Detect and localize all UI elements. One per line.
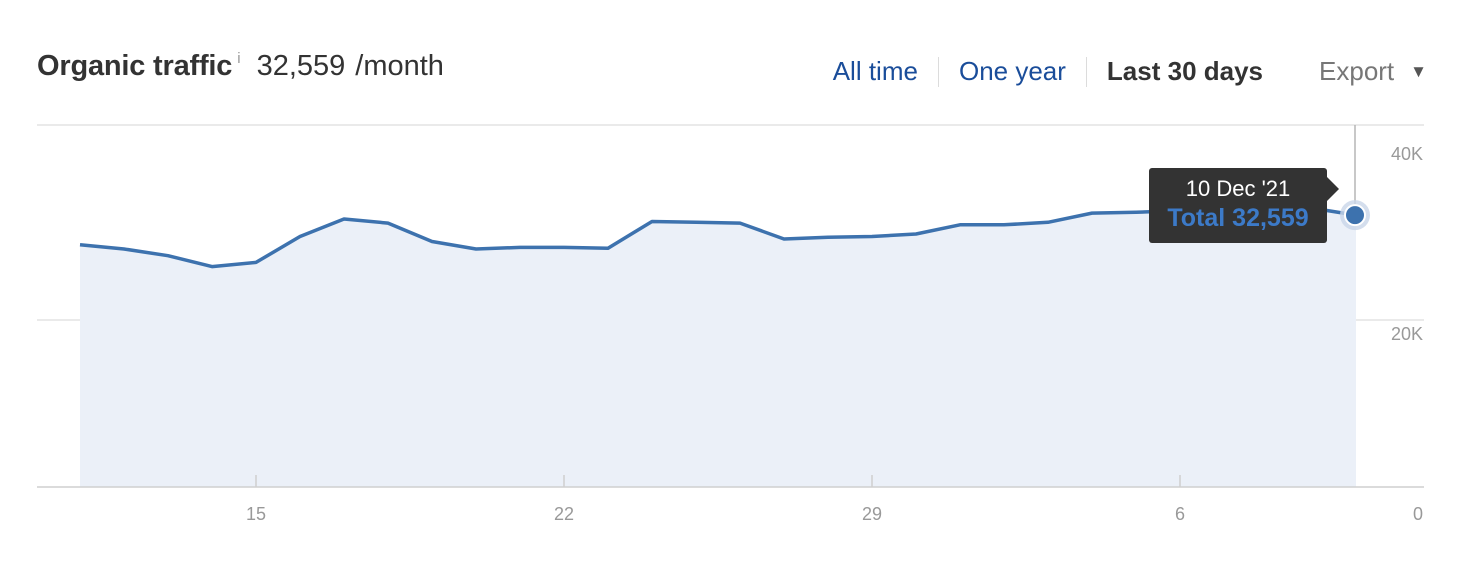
x-tick-label: 6	[1175, 504, 1185, 524]
export-label: Export	[1319, 56, 1395, 86]
tooltip-total: Total 32,559	[1167, 204, 1309, 232]
series-line	[79, 206, 1357, 269]
x-tick-label: 29	[862, 504, 882, 524]
range-all-time[interactable]: All time	[832, 56, 918, 86]
metric-value: 32,559	[256, 50, 346, 82]
chevron-down-icon: ▼	[1410, 61, 1427, 81]
x-tick-label: 15	[246, 504, 266, 524]
x-tick-label: 22	[554, 504, 574, 524]
y-tick-label: 20K	[1391, 324, 1423, 344]
y-tick-label: 40K	[1391, 144, 1423, 164]
metric-unit: /month	[355, 50, 444, 82]
range-divider	[937, 56, 939, 87]
range-divider	[1085, 56, 1087, 87]
tooltip-date: 10 Dec '21	[1185, 176, 1291, 201]
export-button[interactable]: Export ▼	[1319, 56, 1427, 87]
chart-header: Organic traffic i 32,559 /month All time…	[37, 50, 1427, 94]
range-one-year[interactable]: One year	[958, 56, 1066, 86]
highlight-point	[1344, 204, 1366, 227]
range-selector: All time One year Last 30 days Export ▼	[813, 56, 1427, 87]
area-layer	[79, 206, 1357, 487]
info-icon[interactable]: i	[237, 50, 241, 67]
title-group: Organic traffic i 32,559 /month	[37, 50, 444, 83]
chart-title: Organic traffic	[37, 50, 233, 82]
chart-points	[1340, 200, 1370, 231]
area-fill	[80, 208, 1356, 487]
range-last-30-days[interactable]: Last 30 days	[1106, 56, 1264, 86]
chart-ticks: 15 22 29 6 40K 20K 0	[37, 144, 1424, 524]
chart-tooltip: 10 Dec '21 Total 32,559	[1149, 168, 1339, 243]
y-tick-label: 0	[1413, 504, 1423, 524]
